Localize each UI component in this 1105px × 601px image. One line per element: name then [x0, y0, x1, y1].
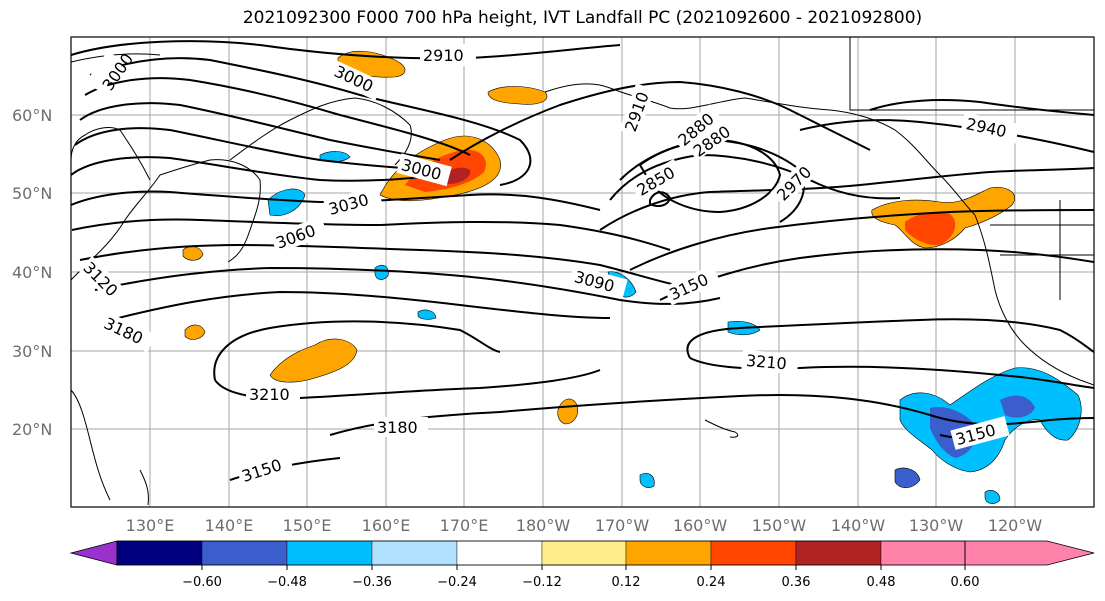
colorbar-tick-label: 0.24 [697, 575, 726, 590]
height-contours [71, 40, 1094, 481]
latitude-axis: 60°N 50°N 40°N 30°N 20°N [12, 106, 52, 439]
latitude-label: 60°N [12, 106, 52, 125]
colorbar-tick-label: 0.48 [867, 575, 896, 590]
colorbar-segment [541, 540, 627, 566]
map-panel: 2910 3000 3000 3000 2910 2880 2880 2850 … [70, 36, 1095, 508]
latitude-label: 50°N [12, 184, 52, 203]
contour-label: 2910 [423, 46, 464, 65]
colorbar-segment [116, 540, 203, 566]
longitude-label: 140°E [205, 516, 254, 535]
colorbar-ticks [201, 565, 966, 570]
colorbar-tick-label: 0.36 [782, 575, 811, 590]
contour-label: 3210 [745, 351, 787, 373]
colorbar-extend-high [964, 540, 1095, 566]
latitude-label: 20°N [12, 420, 52, 439]
colorbar-tick-label: −0.60 [182, 575, 222, 590]
colorbar-segment [371, 540, 458, 566]
colorbar: −0.60 −0.48 −0.36 −0.24 −0.12 0.12 0.24 … [69, 540, 1095, 590]
longitude-label: 130°E [126, 516, 175, 535]
longitude-label: 150°E [283, 516, 332, 535]
map-title: 2021092300 F000 700 hPa height, IVT Land… [242, 8, 923, 28]
longitude-label: 140°W [831, 516, 886, 535]
latitude-label: 40°N [12, 263, 52, 282]
colorbar-extend-low [69, 540, 118, 566]
colorbar-tick-label: −0.24 [437, 575, 477, 590]
colorbar-segment [456, 540, 543, 566]
colorbar-tick-label: 0.12 [612, 575, 641, 590]
longitude-label: 180°W [516, 516, 571, 535]
latitude-label: 30°N [12, 342, 52, 361]
longitude-label: 150°W [752, 516, 807, 535]
colorbar-tick-label: 0.60 [951, 575, 980, 590]
longitude-label: 130°W [909, 516, 964, 535]
colorbar-segment [795, 540, 882, 566]
colorbar-segment [880, 540, 966, 566]
colorbar-tick-label: −0.36 [352, 575, 392, 590]
longitude-label: 160°E [362, 516, 411, 535]
longitude-label: 160°W [673, 516, 728, 535]
colorbar-tick-label: −0.12 [522, 575, 562, 590]
colorbar-segment [201, 540, 288, 566]
colorbar-tick-label: −0.48 [267, 575, 307, 590]
contour-label: 3180 [377, 418, 418, 437]
longitude-axis: 130°E 140°E 150°E 160°E 170°E 180°W 170°… [126, 516, 1043, 535]
colorbar-segment [286, 540, 373, 566]
longitude-label: 170°E [440, 516, 489, 535]
longitude-label: 120°W [988, 516, 1043, 535]
contour-label: 3210 [249, 385, 290, 404]
colorbar-segment [710, 540, 797, 566]
longitude-label: 170°W [595, 516, 650, 535]
colorbar-segment [625, 540, 712, 566]
